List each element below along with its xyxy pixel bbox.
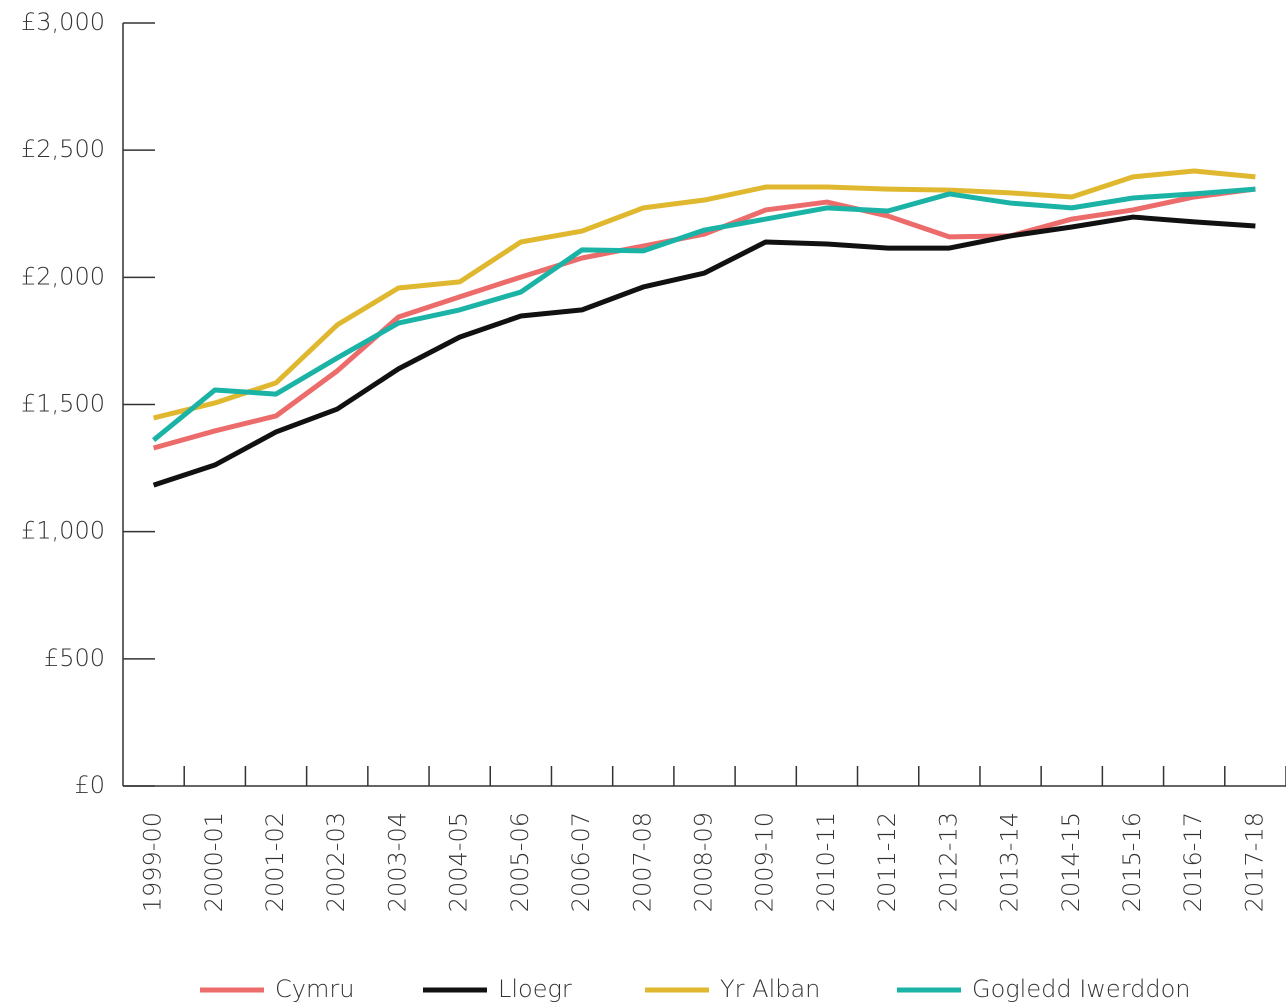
series-line (152, 214, 1256, 488)
series-line (152, 186, 1256, 451)
x-tick-label: 2002-03 (322, 812, 350, 912)
x-tick-label: 1999-00 (139, 812, 167, 912)
x-tick-label: 2012-13 (934, 812, 962, 912)
x-tick-label: 2001-02 (261, 812, 289, 912)
x-tick-label: 2003-04 (383, 812, 411, 912)
x-tick-label: 2008-09 (690, 812, 718, 912)
x-tick-label: 2009-10 (751, 812, 779, 912)
x-tick-label: 2016-17 (1179, 812, 1207, 912)
x-tick-label: 2014-15 (1057, 812, 1085, 912)
x-tick-label: 2015-16 (1118, 812, 1146, 912)
y-tick-label: £500 (44, 644, 105, 672)
x-tick-label: 2006-07 (567, 812, 595, 912)
series-line (152, 186, 1256, 443)
legend-label: Cymru (275, 975, 354, 1003)
x-tick-label: 2004-05 (445, 812, 473, 912)
x-tick-label: 2017-18 (1240, 812, 1268, 912)
y-tick-label: £2,000 (21, 262, 105, 290)
y-tick-label: £1,500 (21, 390, 105, 418)
y-tick-label: £1,000 (21, 517, 105, 545)
x-tick-label: 2005-06 (506, 812, 534, 912)
series-line (153, 168, 1256, 421)
x-tick-label: 2013-14 (996, 812, 1024, 912)
legend-label: Lloegr (498, 975, 572, 1003)
y-tick-label: £3,000 (21, 8, 105, 36)
x-tick-label: 2007-08 (628, 812, 656, 912)
x-tick-label: 2010-11 (812, 812, 840, 912)
y-tick-label: £0 (74, 771, 105, 799)
y-tick-label: £2,500 (21, 135, 105, 163)
x-tick-label: 2000-01 (200, 812, 228, 912)
legend-label: Gogledd Iwerddon (972, 975, 1191, 1003)
legend-label: Yr Alban (720, 975, 820, 1003)
x-tick-label: 2011-12 (873, 812, 901, 912)
